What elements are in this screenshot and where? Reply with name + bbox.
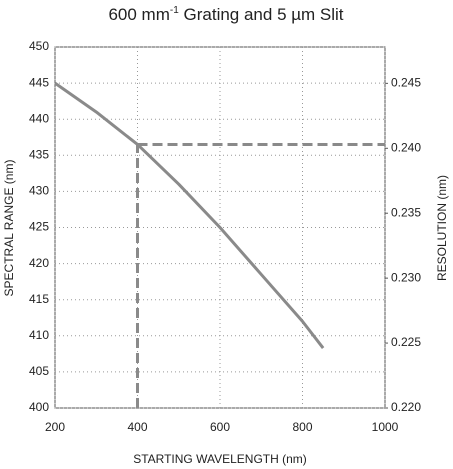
title-part: 600 mm: [108, 5, 169, 24]
y-tick-label: 405: [29, 364, 49, 378]
title-part: Grating and 5 µm Slit: [179, 5, 344, 24]
y2-axis-label: RESOLUTION (nm): [435, 175, 449, 281]
y-tick-label: 410: [29, 328, 49, 342]
x-tick-label: 1000: [372, 420, 399, 434]
x-tick-label: 400: [127, 420, 147, 434]
y2-tick-label: 0.225: [391, 335, 421, 349]
title-sup: -1: [170, 5, 179, 16]
x-axis-label: STARTING WAVELENGTH (nm): [133, 452, 307, 466]
y-tick-label: 430: [29, 184, 49, 198]
y-tick-label: 440: [29, 111, 49, 125]
y-tick-label: 445: [29, 75, 49, 89]
y2-tick-label: 0.230: [391, 270, 421, 284]
y-tick-label: 420: [29, 256, 49, 270]
y2-tick-label: 0.220: [391, 400, 421, 414]
y-tick-label: 435: [29, 147, 49, 161]
data-line: [54, 81, 325, 349]
x-tick-label: 200: [45, 420, 65, 434]
y-tick-label: 425: [29, 220, 49, 234]
x-tick-label: 600: [210, 420, 230, 434]
y-tick-label: 400: [29, 400, 49, 414]
y-axis-label: SPECTRAL RANGE (nm): [2, 160, 16, 297]
y-tick-label: 415: [29, 292, 49, 306]
chart-title: 600 mm-1 Grating and 5 µm Slit: [108, 5, 343, 25]
y2-tick-label: 0.235: [391, 205, 421, 219]
y2-tick-label: 0.245: [391, 76, 421, 90]
y2-tick-label: 0.240: [391, 140, 421, 154]
y-tick-label: 450: [29, 39, 49, 53]
x-tick-label: 800: [292, 420, 312, 434]
